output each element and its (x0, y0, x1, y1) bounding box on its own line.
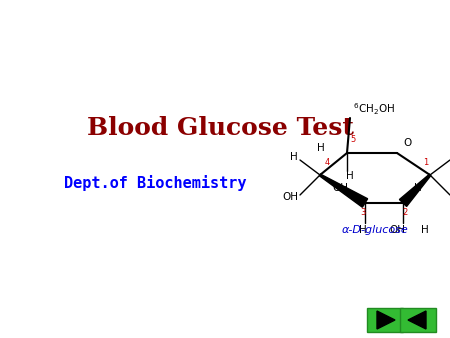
Polygon shape (408, 311, 426, 329)
Text: 4: 4 (325, 158, 330, 167)
Text: α-D-glucose: α-D-glucose (342, 225, 409, 235)
Polygon shape (320, 174, 368, 207)
Text: Dept.of Biochemistry: Dept.of Biochemistry (64, 175, 246, 191)
Text: 1: 1 (423, 158, 428, 167)
Text: 5: 5 (350, 135, 355, 144)
Text: $^6$CH$_2$OH: $^6$CH$_2$OH (353, 101, 395, 117)
Text: OH: OH (282, 192, 298, 202)
FancyBboxPatch shape (400, 308, 436, 332)
Text: H: H (290, 152, 298, 162)
Text: OH: OH (332, 183, 348, 193)
Text: 2: 2 (402, 208, 408, 217)
FancyBboxPatch shape (367, 308, 403, 332)
Text: Blood Glucose Test: Blood Glucose Test (86, 116, 353, 140)
Text: O: O (403, 138, 411, 148)
Polygon shape (377, 311, 395, 329)
Polygon shape (400, 174, 431, 207)
Text: H: H (346, 171, 354, 181)
Text: H: H (317, 143, 325, 153)
Text: H: H (421, 225, 429, 235)
Text: H: H (359, 225, 367, 235)
Text: OH: OH (389, 225, 405, 235)
Text: H: H (414, 183, 422, 193)
Text: 3: 3 (360, 208, 366, 217)
